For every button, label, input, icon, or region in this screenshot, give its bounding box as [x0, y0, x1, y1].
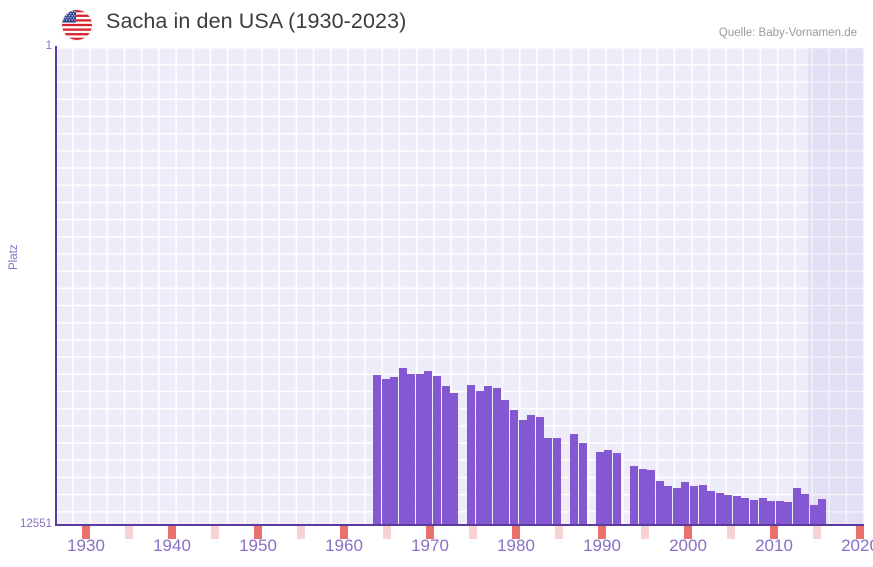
- bar-1998[interactable]: [630, 466, 638, 524]
- bar-1989[interactable]: [553, 438, 561, 524]
- x-tick-label-2020: 2020: [841, 536, 873, 555]
- bar-1991[interactable]: [570, 434, 578, 524]
- bar-2020[interactable]: [818, 499, 826, 524]
- x-tick-minor-8: [813, 526, 821, 539]
- x-tick-label-1950: 1950: [239, 536, 277, 555]
- x-tick-mark-1930: [82, 526, 90, 539]
- x-axis-line: [55, 524, 864, 527]
- bar-1996[interactable]: [613, 453, 621, 524]
- x-tick-mark-1940: [168, 526, 176, 539]
- x-tick-label-1970: 1970: [411, 536, 449, 555]
- x-tick-mark-2010: [770, 526, 778, 539]
- page-title: Sacha in den USA (1930-2023): [106, 9, 407, 33]
- x-tick-label-1960: 1960: [325, 536, 363, 555]
- x-tick-label-1980: 1980: [497, 536, 535, 555]
- x-tick-mark-2000: [684, 526, 692, 539]
- bar-2016[interactable]: [784, 502, 792, 524]
- x-tick-minor-3: [383, 526, 391, 539]
- bar-2005[interactable]: [690, 486, 698, 524]
- bar-2000[interactable]: [647, 470, 655, 524]
- x-tick-mark-1960: [340, 526, 348, 539]
- bar-1977[interactable]: [450, 393, 458, 524]
- x-tick-mark-1980: [512, 526, 520, 539]
- bar-2007[interactable]: [707, 491, 715, 524]
- bar-2006[interactable]: [699, 485, 707, 524]
- x-tick-minor-6: [641, 526, 649, 539]
- x-tick-label-1930: 1930: [67, 536, 105, 555]
- bar-1994[interactable]: [596, 452, 604, 524]
- bar-1981[interactable]: [484, 386, 492, 524]
- bar-2017[interactable]: [793, 488, 801, 524]
- chart-header: Sacha in den USA (1930-2023) Quelle: Bab…: [0, 0, 873, 46]
- bar-2018[interactable]: [801, 494, 809, 524]
- x-tick-minor-2: [297, 526, 305, 539]
- bar-1986[interactable]: [527, 415, 535, 524]
- x-tick-mark-1950: [254, 526, 262, 539]
- bar-series: [56, 48, 864, 524]
- bar-1985[interactable]: [519, 420, 527, 524]
- x-tick-mark-1990: [598, 526, 606, 539]
- bar-2004[interactable]: [681, 482, 689, 524]
- x-tick-label-1940: 1940: [153, 536, 191, 555]
- bar-1973[interactable]: [416, 374, 424, 524]
- bar-1976[interactable]: [442, 386, 450, 524]
- us-flag-icon: [62, 10, 92, 40]
- x-tick-minor-7: [727, 526, 735, 539]
- bar-1992[interactable]: [579, 443, 587, 524]
- bar-1974[interactable]: [424, 371, 432, 524]
- bar-1975[interactable]: [433, 376, 441, 524]
- bar-1980[interactable]: [476, 391, 484, 524]
- x-tick-mark-2020: [856, 526, 864, 539]
- x-tick-label-1990: 1990: [583, 536, 621, 555]
- x-tick-minor-1: [211, 526, 219, 539]
- bar-2019[interactable]: [810, 505, 818, 524]
- bar-2014[interactable]: [767, 501, 775, 524]
- bar-1995[interactable]: [604, 450, 612, 524]
- bar-2003[interactable]: [673, 488, 681, 524]
- bar-1983[interactable]: [501, 400, 509, 524]
- bar-2009[interactable]: [724, 495, 732, 524]
- y-axis-line: [55, 46, 58, 526]
- bar-1970[interactable]: [390, 377, 398, 524]
- bar-2012[interactable]: [750, 500, 758, 524]
- bar-1969[interactable]: [382, 379, 390, 524]
- bar-1984[interactable]: [510, 410, 518, 524]
- bar-1988[interactable]: [544, 438, 552, 524]
- source-attribution: Quelle: Baby-Vornamen.de: [718, 27, 857, 39]
- bar-2008[interactable]: [716, 493, 724, 524]
- x-tick-minor-4: [469, 526, 477, 539]
- y-axis-bottom-label: 12551: [20, 518, 52, 530]
- chart-plot-area: [56, 48, 864, 524]
- bar-1972[interactable]: [407, 374, 415, 524]
- bar-1982[interactable]: [493, 388, 501, 524]
- x-tick-label-2000: 2000: [669, 536, 707, 555]
- x-axis-ticks: [56, 526, 864, 539]
- bar-2011[interactable]: [741, 498, 749, 524]
- bar-2013[interactable]: [759, 498, 767, 524]
- bar-2002[interactable]: [664, 486, 672, 524]
- bar-1999[interactable]: [639, 469, 647, 524]
- chart-grid: [56, 48, 864, 524]
- y-axis-top-label: 1: [45, 40, 52, 52]
- x-tick-mark-1970: [426, 526, 434, 539]
- bar-1979[interactable]: [467, 385, 475, 524]
- x-tick-label-2010: 2010: [755, 536, 793, 555]
- bar-1987[interactable]: [536, 417, 544, 524]
- bar-2001[interactable]: [656, 481, 664, 524]
- future-years-shading: [808, 48, 864, 524]
- y-axis-title: Platz: [8, 244, 20, 270]
- bar-2010[interactable]: [733, 496, 741, 524]
- bar-1971[interactable]: [399, 368, 407, 524]
- x-tick-minor-5: [555, 526, 563, 539]
- bar-1968[interactable]: [373, 375, 381, 524]
- x-tick-minor-0: [125, 526, 133, 539]
- bar-2015[interactable]: [776, 501, 784, 524]
